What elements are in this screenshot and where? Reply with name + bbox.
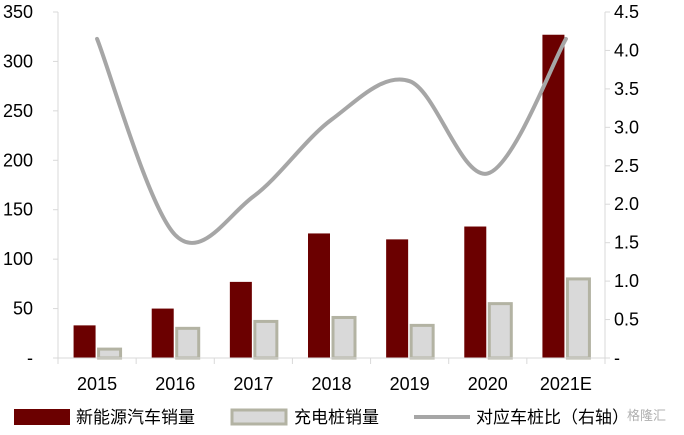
charger-sales-bar [97,347,123,360]
x-axis-tick-label: 2016 [155,374,195,394]
ev-sales-bar [151,308,174,358]
ev-sales-bar [73,325,96,358]
charger-sales-bar [487,302,513,360]
left-axis-tick-label: 100 [3,249,33,269]
charger-sales-bar [331,315,357,360]
vehicle-charger-ratio-line [95,36,568,245]
axes: 350 300 250 200 150 100 50 - 4.5 4.0 3.5 3.0 2.5 2.0 1… [3,2,639,394]
legend-swatch-charger-sales [230,408,288,426]
right-axis-tick-label: 2.5 [614,156,639,176]
right-axis-tick-label: 1.0 [614,271,639,291]
left-axis-tick-label: 50 [13,299,33,319]
right-axis-tick-label: 4.5 [614,2,639,22]
left-axis-tick-label: 150 [3,200,33,220]
right-axis-tick-label: 1.5 [614,233,639,253]
legend-label-ev-sales: 新能源汽车销量 [76,408,195,428]
ev-sales-bar [229,281,252,358]
x-axis-tick-label: 2018 [311,374,351,394]
ev-sales-bar [386,239,409,358]
charger-sales-bar [253,319,279,360]
charger-sales-bar [409,323,435,360]
left-axis-tick-label: 250 [3,101,33,121]
x-axis-tick-label: 2019 [390,374,430,394]
legend-label-ratio-line: 对应车桩比（右轴） [476,408,629,428]
x-axis-tick-label: 2020 [468,374,508,394]
legend: 新能源汽车销量 充电桩销量 对应车桩比（右轴） [14,408,629,428]
x-axis-tick-label: 2017 [233,374,273,394]
plot-area [73,34,591,360]
ev-sales-bar [464,226,487,358]
x-axis-tick-label: 2015 [77,374,117,394]
charger-sales-bar [565,277,591,360]
right-axis-tick-label: 2.0 [614,194,639,214]
legend-label-charger-sales: 充电桩销量 [294,408,379,428]
right-axis-tick-label: 3.5 [614,79,639,99]
ev-sales-bar [308,233,330,358]
right-axis-tick-label: - [614,348,620,368]
right-axis-tick-label: 4.0 [614,40,639,60]
legend-swatch-ev-sales [14,409,70,425]
ev-sales-bar [542,34,565,358]
left-axis-tick-label: 200 [3,150,33,170]
x-axis-tick-label: 2021E [540,374,592,394]
charger-sales-bar [175,326,201,360]
right-axis-tick-label: 0.5 [614,310,639,330]
watermark: 格隆汇 [627,408,666,424]
left-axis-tick-label: 350 [3,2,33,22]
right-axis-tick-label: 3.0 [614,117,639,137]
left-axis-tick-label: 300 [3,51,33,71]
left-axis-tick-label: - [27,348,33,368]
